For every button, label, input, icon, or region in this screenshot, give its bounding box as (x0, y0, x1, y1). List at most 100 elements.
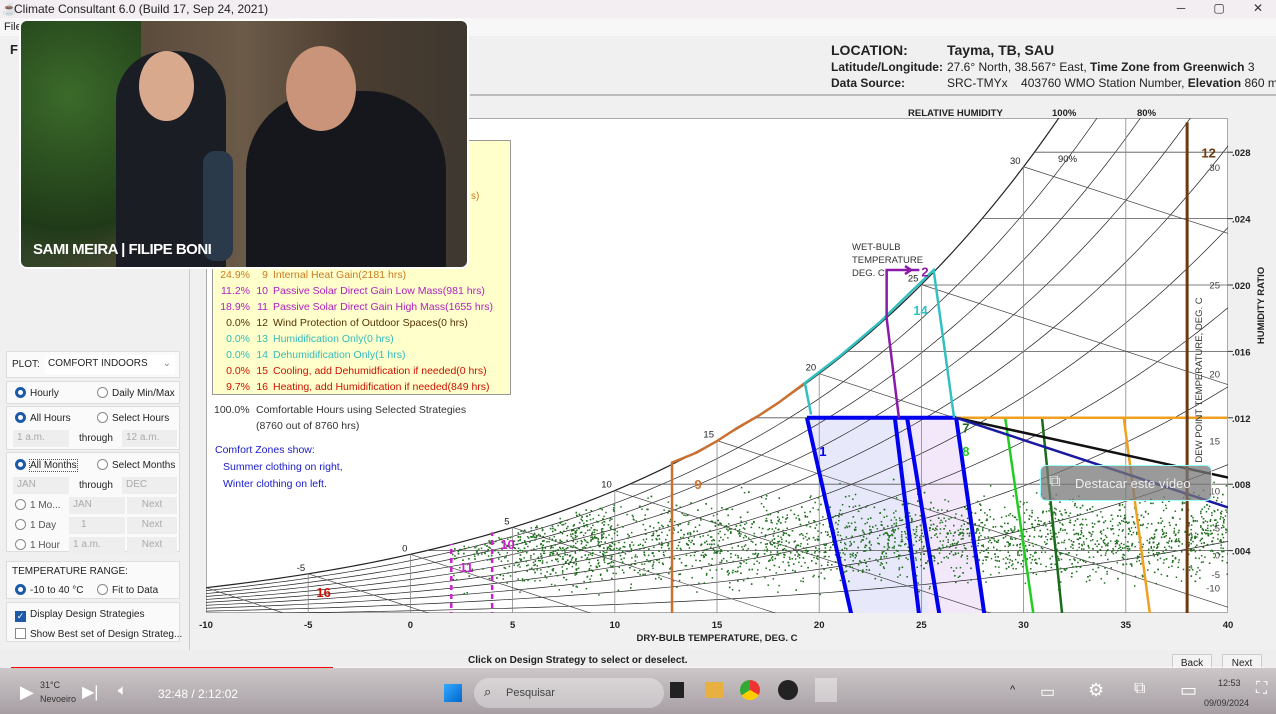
range-b-radio[interactable]: Fit to Data (97, 584, 158, 596)
windows-start-icon[interactable] (444, 684, 462, 702)
data-point (653, 561, 655, 563)
data-point (839, 552, 841, 554)
minimize-button[interactable]: ─ (1176, 1, 1186, 15)
folder-icon[interactable] (705, 682, 723, 698)
subtitles-icon[interactable]: ▭ (1040, 684, 1056, 701)
data-point (652, 532, 655, 534)
data-point (1025, 530, 1028, 533)
next-month-button[interactable]: Next (127, 497, 177, 514)
all-months-radio[interactable]: All Months (15, 459, 78, 472)
all-hours-label: All Hours (30, 413, 71, 424)
hour-from-select[interactable]: 1 a.m. (13, 430, 69, 447)
strategy-row-12[interactable]: 0.0% 12 Wind Protection of Outdoor Spaces(… (213, 317, 468, 329)
data-point (690, 502, 692, 504)
data-point (746, 511, 749, 513)
data-point (499, 538, 501, 541)
one-day-select[interactable]: 1 (69, 517, 125, 534)
app-icon[interactable] (778, 680, 798, 700)
hourly-radio[interactable]: Hourly (15, 387, 59, 399)
data-point (603, 561, 606, 564)
data-point (588, 567, 591, 570)
data-point (915, 559, 918, 561)
one-hour-radio[interactable]: 1 Hour (15, 539, 60, 551)
data-point (693, 554, 696, 557)
one-day-radio[interactable]: 1 Day (15, 519, 56, 531)
data-point (1009, 544, 1011, 546)
data-point (948, 530, 951, 532)
next-video-icon[interactable]: ▶| (82, 684, 99, 701)
settings-icon[interactable]: ⚙ (1088, 680, 1105, 700)
taskbar-search[interactable]: ⌕ Pesquisar (474, 678, 664, 708)
daily-radio[interactable]: Daily Min/Max (97, 387, 175, 399)
show-best-checkbox[interactable]: Show Best set of Design Strateg... (15, 628, 182, 640)
data-point (851, 566, 854, 569)
data-point (947, 532, 949, 534)
maximize-button[interactable]: ▢ (1213, 1, 1225, 15)
select-hours-radio[interactable]: Select Hours (97, 412, 169, 424)
data-point (802, 557, 805, 559)
data-point (742, 537, 745, 539)
data-point (1119, 515, 1122, 517)
strategy-row-11[interactable]: 18.9% 11 Passive Solar Direct Gain High Ma… (213, 301, 493, 313)
one-hour-select[interactable]: 1 a.m. (69, 537, 125, 554)
next-hour-button[interactable]: Next (127, 537, 177, 554)
radio-on-icon (15, 584, 26, 595)
strategy-row-15[interactable]: 0.0% 15 Cooling, add Dehumidfication if ne… (213, 365, 487, 377)
chrome-icon[interactable] (740, 680, 760, 700)
data-point (1106, 543, 1108, 546)
strategy-row-10[interactable]: 11.2% 10 Passive Solar Direct Gain Low Mas… (213, 285, 485, 297)
hour-to-select[interactable]: 12 a.m. (122, 430, 177, 447)
data-point (805, 524, 808, 527)
next-day-button[interactable]: Next (127, 517, 177, 534)
tray-chevron-icon[interactable]: ^ (1010, 684, 1016, 696)
data-point (813, 574, 815, 577)
data-point (689, 532, 692, 535)
data-point (880, 562, 882, 564)
data-point (534, 526, 537, 529)
close-button[interactable]: ✕ (1252, 1, 1264, 15)
strategy-row-16[interactable]: 9.7% 16 Heating, add Humidification if nee… (213, 381, 489, 393)
data-point (1059, 552, 1061, 554)
miniplayer-icon[interactable]: ⧉ (1134, 680, 1146, 697)
data-point (519, 549, 522, 552)
data-point (987, 547, 990, 549)
data-point (979, 504, 982, 507)
display-strategies-checkbox[interactable]: ✓ Display Design Strategies (15, 609, 145, 622)
video-overlay[interactable]: SAMI MEIRA | FILIPE BONI (19, 19, 469, 269)
theater-icon[interactable]: ▭ (1180, 680, 1198, 700)
video-caption: SAMI MEIRA | FILIPE BONI (33, 241, 212, 258)
fullscreen-icon[interactable]: ⛶ (1256, 680, 1268, 697)
data-point (1043, 522, 1045, 525)
play-icon[interactable]: ▶ (20, 682, 34, 702)
range-a-radio[interactable]: -10 to 40 °C (15, 584, 83, 596)
show-best-label: Show Best set of Design Strateg... (30, 629, 183, 640)
strategy-row-9[interactable]: 24.9% 9 Internal Heat Gain(2181 hrs) (213, 269, 406, 281)
one-month-select[interactable]: JAN (69, 497, 125, 514)
data-point (849, 556, 852, 558)
data-point (979, 503, 981, 505)
pip-button[interactable]: ⧉ Destacar este vídeo (1040, 465, 1212, 501)
strategy-row-14[interactable]: 0.0% 14 Dehumidification Only(1 hrs) (213, 349, 405, 361)
data-point (1126, 547, 1129, 550)
select-months-radio[interactable]: Select Months (97, 459, 175, 471)
data-point (1020, 563, 1022, 565)
data-point (732, 569, 734, 572)
data-point (850, 536, 853, 539)
data-point (700, 519, 702, 521)
month-to-select[interactable]: DEC (122, 477, 177, 494)
all-hours-radio[interactable]: All Hours (15, 412, 71, 424)
taskbar-app-icon[interactable] (670, 682, 684, 698)
menu-file[interactable]: File (4, 21, 22, 33)
data-point (1057, 542, 1059, 544)
data-point (862, 550, 865, 552)
plot-select[interactable]: COMFORT INDOORS ⌄ (45, 355, 175, 374)
data-point (885, 532, 888, 534)
one-month-radio[interactable]: 1 Mo... (15, 499, 61, 511)
data-point (964, 547, 966, 549)
data-point (1104, 520, 1107, 522)
strategy-row-13[interactable]: 0.0% 13 Humidification Only(0 hrs) (213, 333, 394, 345)
month-from-select[interactable]: JAN (13, 477, 69, 494)
java-taskbar-icon[interactable] (815, 678, 837, 702)
volume-icon[interactable]: 🔈︎ (118, 682, 128, 699)
